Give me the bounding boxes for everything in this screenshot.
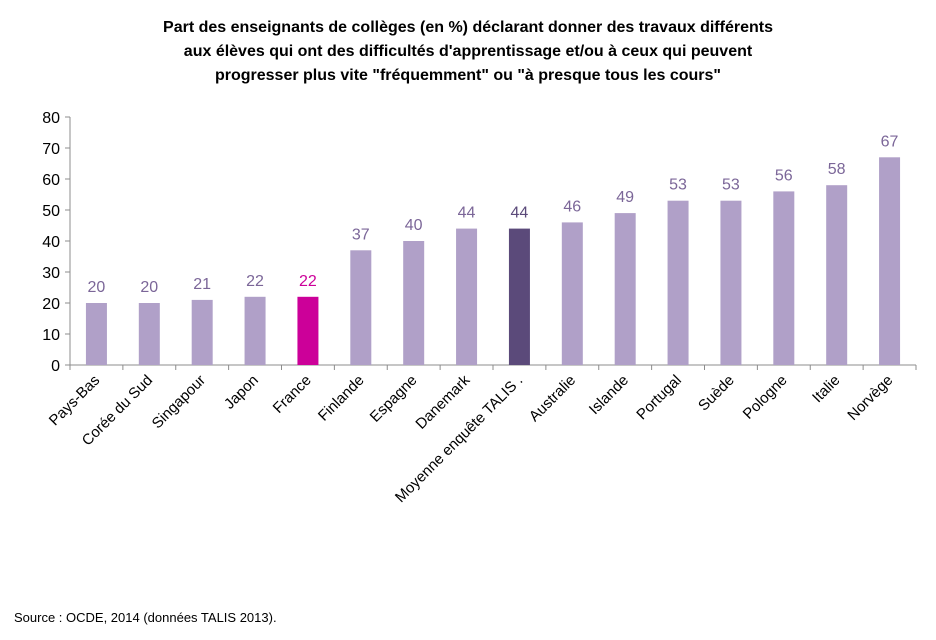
data-label: 46 [563, 198, 581, 215]
data-label: 21 [193, 276, 211, 293]
bar [297, 296, 319, 365]
bar [508, 228, 530, 365]
bar [720, 200, 742, 365]
x-tick-label: Islande [586, 372, 632, 418]
data-label: 53 [722, 177, 740, 194]
data-label: 40 [405, 217, 423, 234]
y-tick-label: 30 [42, 265, 60, 282]
bar [614, 213, 636, 365]
y-tick-label: 80 [42, 110, 60, 127]
chart-title-line: aux élèves qui ont des difficultés d'app… [183, 43, 753, 60]
data-label: 22 [299, 273, 317, 290]
data-label: 53 [669, 177, 687, 194]
bar [138, 303, 160, 365]
data-label: 67 [881, 133, 899, 150]
x-tick-label: Pologne [740, 372, 791, 423]
chart-title-line: Part des enseignants de collèges (en %) … [163, 19, 773, 36]
bar [244, 296, 266, 365]
bar [561, 222, 583, 365]
bar [826, 185, 848, 365]
x-tick-label: Suède [695, 372, 738, 415]
y-tick-label: 20 [42, 296, 60, 313]
data-label: 49 [616, 189, 634, 206]
bar [879, 157, 901, 365]
x-tick-label: Norvège [844, 372, 896, 424]
data-labels: 20 20 21 22 22 37 40 44 44 46 49 53 53 56 58 67 [88, 133, 899, 296]
y-tick-label: 70 [42, 141, 60, 158]
x-tick-label: Australie [526, 372, 579, 425]
data-label: 20 [140, 279, 158, 296]
bar [667, 200, 689, 365]
bar [191, 299, 213, 365]
x-tick-label: Singapour [149, 372, 209, 432]
data-label: 56 [775, 167, 793, 184]
y-tick-label: 50 [42, 203, 60, 220]
data-label: 44 [458, 205, 476, 222]
data-label: 44 [511, 205, 529, 222]
data-label: 58 [828, 161, 846, 178]
data-label: 37 [352, 226, 370, 243]
y-axis: 0 10 20 30 40 50 60 70 80 [42, 110, 71, 375]
bar [85, 303, 107, 365]
x-axis [69, 364, 917, 370]
data-label: 22 [246, 273, 264, 290]
x-tick-label: Espagne [367, 372, 421, 426]
x-tick-label: Finlande [315, 372, 368, 425]
y-tick-label: 10 [42, 327, 60, 344]
bar [403, 241, 425, 365]
x-tick-label: Italie [809, 372, 843, 406]
y-tick-label: 60 [42, 172, 60, 189]
bar [456, 228, 478, 365]
y-tick-label: 40 [42, 234, 60, 251]
bar [773, 191, 795, 365]
y-tick-label: 0 [51, 358, 60, 375]
bar [350, 250, 372, 365]
chart-title-line: progresser plus vite "fréquemment" ou "à… [214, 67, 722, 84]
data-label: 20 [88, 279, 106, 296]
x-tick-label: France [270, 372, 315, 417]
chart-title: Part des enseignants de collèges (en %) … [0, 16, 936, 88]
bars [85, 157, 901, 365]
x-tick-label: Japon [221, 372, 262, 413]
source-note: Source : OCDE, 2014 (données TALIS 2013)… [14, 610, 277, 625]
x-tick-label: Portugal [633, 372, 685, 424]
